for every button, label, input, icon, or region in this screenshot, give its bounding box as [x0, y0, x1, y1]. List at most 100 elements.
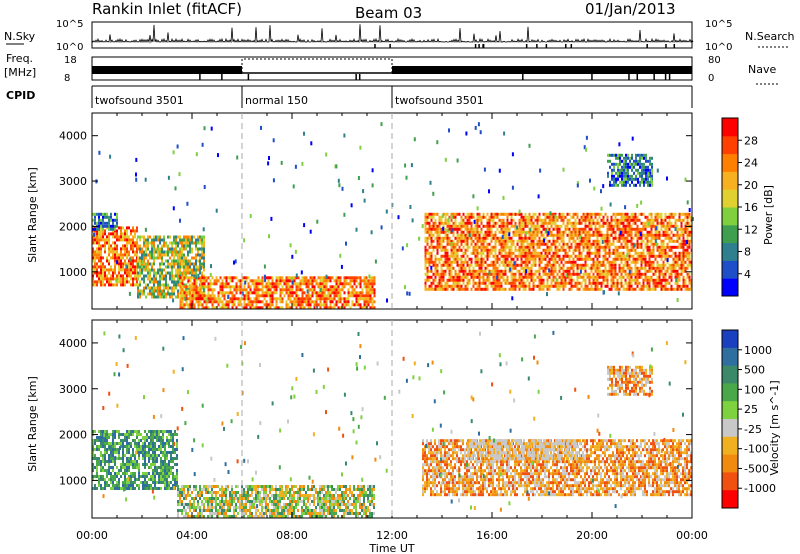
echo-cell [100, 466, 102, 469]
echo-cell [646, 263, 649, 267]
echo-cell [147, 271, 149, 275]
echo-cell [572, 215, 575, 219]
echo-cell [524, 212, 527, 216]
velocity-echoes [92, 330, 692, 518]
echo-cell [303, 276, 306, 280]
echo-cell [520, 248, 523, 252]
echo-cell [664, 248, 667, 252]
echo-cell [586, 257, 589, 261]
echo-cell [118, 253, 120, 257]
echo-cell [604, 257, 607, 261]
echo-cell [666, 260, 669, 264]
echo-cell [173, 250, 175, 254]
echo-cell [546, 278, 549, 282]
echo-cell [361, 294, 364, 298]
echo-cell [126, 232, 128, 236]
echo-cell [576, 269, 579, 273]
echo-cell [492, 248, 495, 252]
echo-cell [464, 236, 467, 240]
echo-cell [638, 272, 641, 276]
echo-cell [446, 278, 449, 282]
echo-cell [634, 275, 637, 279]
echo-cell [586, 284, 589, 288]
echo-cell [592, 251, 595, 255]
echo-cell [502, 272, 505, 276]
echo-cell [263, 297, 266, 301]
echo-cell [434, 245, 437, 249]
echo-cell [484, 239, 487, 243]
echo-cell [646, 287, 649, 291]
echo-cell [660, 257, 663, 261]
echo-cell [426, 215, 429, 219]
echo-cell [217, 279, 220, 283]
nsearch-tick-bottom: 10^0 [705, 42, 732, 53]
echo-cell [333, 294, 336, 298]
echo-cell [470, 230, 473, 234]
echo-cell [536, 230, 539, 234]
echo-cell [498, 281, 501, 285]
echo-cell [676, 227, 679, 231]
echo-cell [177, 277, 179, 281]
echo-cell [562, 266, 565, 270]
echo-cell [560, 284, 563, 288]
echo-cell [165, 250, 167, 254]
echo-cell [440, 215, 443, 219]
echo-cell [251, 303, 254, 307]
echo-cell [528, 230, 531, 234]
echo-cell [510, 254, 513, 258]
echo-cell [662, 221, 665, 225]
echo-cell [102, 457, 104, 460]
colorbar-swatch [722, 153, 738, 172]
echo-cell [508, 232, 511, 237]
echo-cell [153, 280, 155, 284]
echo-cell [626, 230, 629, 234]
echo-cell [548, 215, 551, 219]
echo-cell [215, 300, 218, 304]
echo-cell [662, 254, 665, 258]
echo-cell [295, 288, 298, 292]
echo-cell [210, 264, 212, 269]
echo-cell [656, 227, 659, 231]
echo-cell [245, 294, 248, 298]
echo-cell [594, 242, 597, 246]
echo-cell [530, 269, 533, 273]
echo-cell [169, 295, 171, 299]
echo-cell [450, 263, 453, 267]
echo-cell [506, 254, 509, 258]
echo-cell [670, 287, 673, 291]
echo-cell [98, 227, 100, 231]
echo-cell [572, 212, 575, 216]
echo-cell [371, 306, 374, 310]
echo-cell [213, 300, 216, 304]
echo-cell [520, 224, 523, 228]
echo-cell [466, 254, 469, 258]
echo-cell [279, 297, 282, 301]
echo-cell [509, 267, 512, 272]
echo-cell [263, 274, 266, 279]
echo-cell [616, 245, 619, 249]
echo-cell [674, 218, 677, 222]
echo-cell [221, 282, 224, 286]
echo-cell [628, 266, 631, 270]
echo-cell [151, 253, 153, 257]
echo-cell [674, 260, 677, 264]
echo-cell [634, 272, 637, 276]
echo-cell [624, 242, 627, 246]
echo-cell [621, 180, 623, 184]
echo-cell [506, 215, 509, 219]
echo-cell [434, 269, 437, 273]
colorbar-swatch [722, 189, 738, 208]
echo-cell [644, 257, 647, 261]
echo-cell [141, 289, 143, 293]
echo-cell [137, 271, 139, 275]
echo-cell [608, 248, 611, 252]
echo-cell [522, 224, 525, 228]
echo-cell [187, 271, 189, 275]
echo-cell [92, 442, 94, 445]
echo-cell [145, 256, 147, 260]
echo-cell [584, 263, 587, 267]
echo-cell [645, 153, 647, 157]
echo-cell [484, 224, 487, 228]
echo-cell [315, 291, 318, 295]
echo-cell [143, 250, 145, 254]
